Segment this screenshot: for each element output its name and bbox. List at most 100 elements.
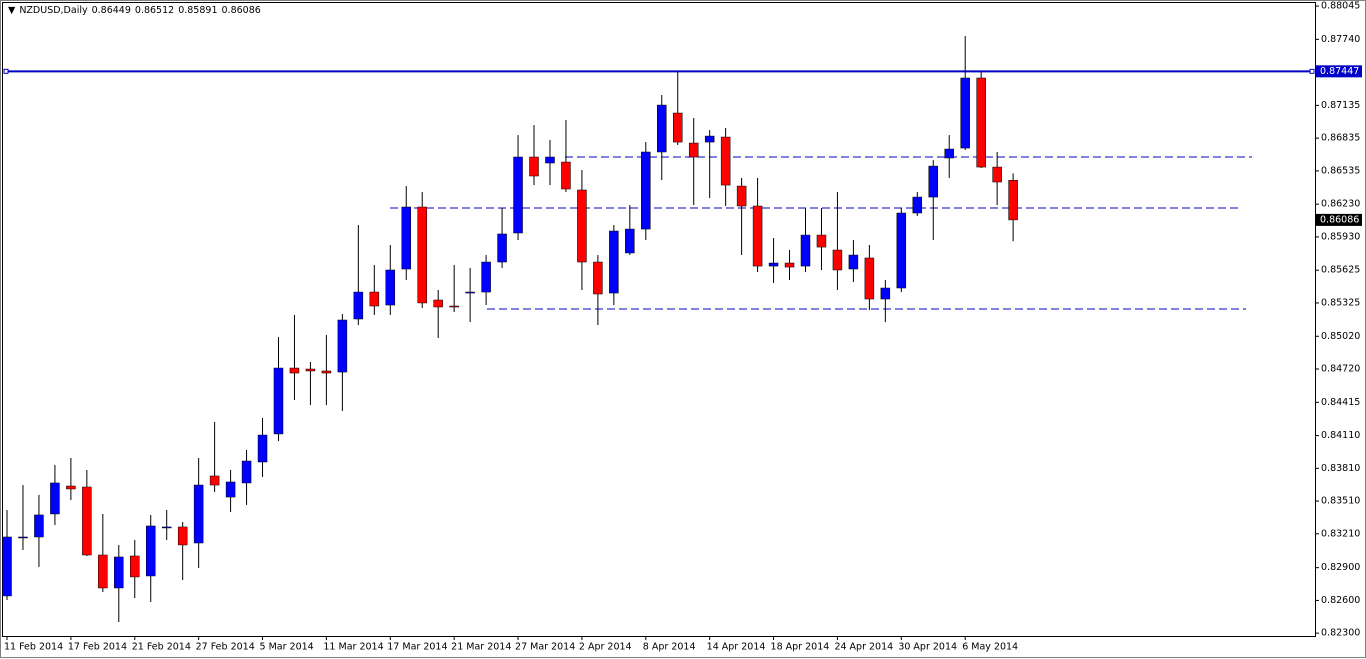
candle-body <box>289 367 300 374</box>
x-tick-label: 14 Apr 2014 <box>707 642 766 653</box>
candle-body <box>1008 180 1018 221</box>
y-tick-label: 0.86835 <box>1321 133 1360 144</box>
candle-body <box>497 233 507 263</box>
y-tick-label: 0.85325 <box>1321 297 1360 308</box>
x-tick-label: 2 Apr 2014 <box>579 642 632 653</box>
candle-body <box>657 104 667 153</box>
candle-body <box>177 526 188 546</box>
candle-body <box>800 234 811 267</box>
y-tick-label: 0.85020 <box>1321 331 1360 342</box>
candle-body <box>577 189 587 263</box>
candle-body <box>928 165 939 198</box>
header-open: 0.86449 <box>91 5 131 16</box>
candle-body <box>992 166 1002 183</box>
x-tick-label: 24 Apr 2014 <box>834 642 893 653</box>
candle-body <box>161 526 172 529</box>
candle-body <box>641 151 651 230</box>
header-low: 0.85891 <box>178 5 218 16</box>
candle-body <box>832 249 843 271</box>
candle-body <box>720 136 731 186</box>
candle-body <box>976 77 986 168</box>
candle-body <box>273 367 284 435</box>
candle-body <box>848 254 859 270</box>
x-tick-label: 8 Apr 2014 <box>643 642 696 653</box>
x-tick-label: 11 Mar 2014 <box>323 642 383 653</box>
symbol-title: NZDUSD,Daily <box>19 5 88 16</box>
y-tick-label: 0.87740 <box>1321 34 1360 45</box>
candle-body <box>704 135 715 143</box>
x-tick-label: 27 Mar 2014 <box>515 642 575 653</box>
candle-body <box>561 161 571 190</box>
header-high: 0.86512 <box>134 5 175 16</box>
y-tick-label: 0.84720 <box>1321 364 1360 375</box>
candle-body <box>465 291 475 294</box>
x-tick-label: 21 Mar 2014 <box>451 642 511 653</box>
chart-header: ▼ NZDUSD,Daily 0.86449 0.86512 0.85891 0.8608… <box>8 5 265 16</box>
x-tick-label: 17 Mar 2014 <box>387 642 447 653</box>
y-tick-label: 0.85625 <box>1321 265 1360 276</box>
candle-body <box>353 291 364 320</box>
candle-body <box>912 196 923 214</box>
y-tick-label: 0.87135 <box>1321 100 1360 111</box>
y-tick-label: 0.82300 <box>1321 628 1360 639</box>
candle-body <box>417 206 427 304</box>
candle-body <box>672 112 683 143</box>
current-price-box <box>1316 213 1362 226</box>
candle-body <box>66 485 76 490</box>
candle-body <box>784 262 795 268</box>
y-tick-label: 0.84415 <box>1321 397 1360 408</box>
x-tick-label: 30 Apr 2014 <box>898 642 957 653</box>
x-tick-label: 11 Feb 2014 <box>4 642 63 653</box>
candle-body <box>433 299 443 308</box>
y-tick-label: 0.83810 <box>1321 463 1360 474</box>
y-tick-label: 0.83510 <box>1321 496 1360 507</box>
x-tick-label: 27 Feb 2014 <box>196 642 255 653</box>
candle-body <box>369 291 380 307</box>
candle-body <box>321 370 332 374</box>
candle-body <box>529 156 539 177</box>
candle-body <box>880 287 891 300</box>
candle-body <box>50 482 60 515</box>
candle-body <box>545 156 555 164</box>
candle-body <box>481 261 491 293</box>
candle-body <box>768 262 779 267</box>
x-tick-label: 17 Feb 2014 <box>68 642 127 653</box>
candle-body <box>225 481 236 498</box>
candle-body <box>736 185 747 207</box>
y-tick-label: 0.83210 <box>1321 528 1360 539</box>
candle-body <box>449 305 459 308</box>
candle-body <box>2 536 12 597</box>
candle-body <box>305 368 316 372</box>
plot-border <box>2 2 1316 637</box>
candle-body <box>241 460 252 484</box>
candle-body <box>401 206 411 270</box>
line-price-label: 0.87447 <box>1320 66 1359 77</box>
candle-body <box>960 77 970 149</box>
x-tick-label: 5 Mar 2014 <box>260 642 314 653</box>
candle-body <box>18 536 28 539</box>
menu-arrow: ▼ <box>8 5 16 16</box>
candle-body <box>257 434 268 463</box>
candle-body <box>816 234 827 248</box>
candle-body <box>625 228 635 254</box>
candle-body <box>385 269 396 306</box>
candle-body <box>34 514 44 538</box>
line-price-box <box>1316 65 1362 78</box>
candle-body <box>513 156 523 234</box>
y-tick-label: 0.85930 <box>1321 231 1360 242</box>
candle-body <box>145 525 156 577</box>
candle-body <box>209 475 220 486</box>
line-handle <box>3 68 9 74</box>
candle-body <box>593 261 603 295</box>
candle-body <box>82 486 92 556</box>
x-tick-label: 18 Apr 2014 <box>771 642 830 653</box>
y-tick-label: 0.84110 <box>1321 430 1360 441</box>
candle-body <box>114 556 124 589</box>
candle-body <box>98 554 108 589</box>
candle-body <box>864 257 875 300</box>
candle-body <box>193 484 204 544</box>
y-tick-label: 0.88045 <box>1321 1 1360 12</box>
